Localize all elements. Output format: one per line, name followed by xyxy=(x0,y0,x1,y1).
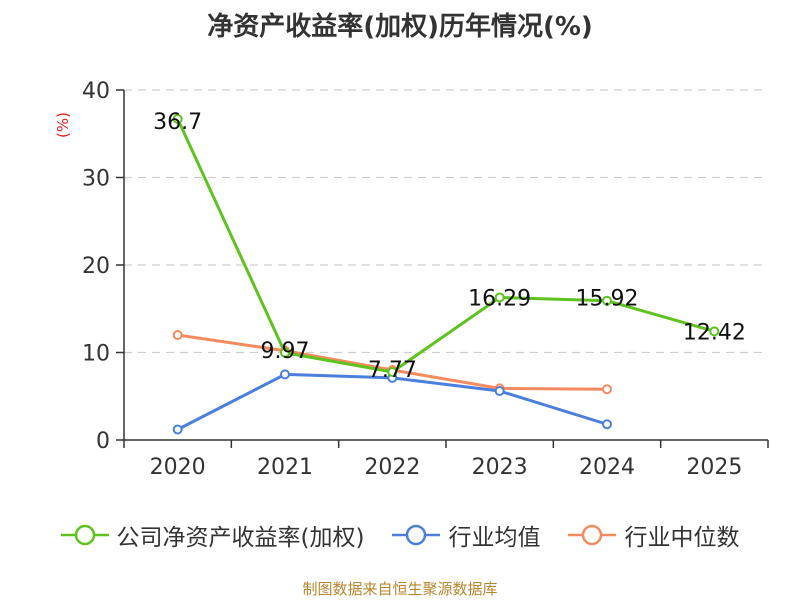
data-label-2023: 16.29 xyxy=(468,286,531,311)
chart-title: 净资产收益率(加权)历年情况(%) xyxy=(207,12,593,42)
grid-layer xyxy=(124,89,768,354)
series-1-point-2023 xyxy=(494,386,505,396)
series-0-point-2021 xyxy=(280,347,290,358)
y-tick-label-10: 10 xyxy=(82,342,110,367)
x-tick-label-2024: 2024 xyxy=(579,455,635,480)
y-tick-label-0: 0 xyxy=(96,429,110,454)
x-tick-label-2025: 2025 xyxy=(686,455,742,480)
legend-industry-median-icon xyxy=(568,524,617,546)
series-0-point-2023 xyxy=(494,292,505,303)
data-label-layer: 36.7 9.97 7.77 16.29 15.92 12.42 xyxy=(153,110,746,383)
x-tick-label-2020: 2020 xyxy=(150,455,206,480)
series-0-point-2022 xyxy=(387,367,398,378)
series-0-point-2020 xyxy=(172,113,183,124)
x-tick-label-2023: 2023 xyxy=(472,455,528,480)
series-1-point-2021 xyxy=(280,369,290,380)
series-layer xyxy=(172,113,720,435)
legend-industry-average-label: 行业均值 xyxy=(448,525,541,551)
legend-company-icon xyxy=(60,524,109,546)
legend-item-company[interactable]: 公司净资产收益率(加权) xyxy=(60,518,365,552)
y-tick-label-40: 40 xyxy=(82,79,110,104)
legend-item-industry-average[interactable]: 行业均值 xyxy=(392,518,540,552)
data-label-2021: 9.97 xyxy=(261,339,310,364)
legend-industry-median-label: 行业中位数 xyxy=(624,525,740,551)
x-tick-label-2021: 2021 xyxy=(257,455,313,480)
source-note: 制图数据来自恒生聚源数据库 xyxy=(302,580,498,598)
series-line-0 xyxy=(176,118,715,374)
legend-industry-average-icon xyxy=(392,524,441,546)
y-tick-label-30: 30 xyxy=(82,167,110,192)
data-label-2020: 36.7 xyxy=(153,110,202,135)
x-tick-label-2022: 2022 xyxy=(364,455,420,480)
series-0-point-2024 xyxy=(602,295,612,306)
y-axis-label: (%) xyxy=(54,112,72,138)
series-0-point-2025 xyxy=(709,326,720,337)
series-2-point-2020 xyxy=(172,330,183,340)
series-2-point-2024 xyxy=(602,384,612,395)
data-label-2024: 15.92 xyxy=(576,287,639,312)
y-tick-label-20: 20 xyxy=(82,254,110,279)
data-label-2025: 12.42 xyxy=(683,320,746,345)
series-1-point-2024 xyxy=(602,419,612,430)
legend: 公司净资产收益率(加权) 行业均值 行业中位数 xyxy=(0,518,800,552)
axis-layer: 0 10 20 30 40 (%) 2020 2021 2022 2023 2024 2025 xyxy=(54,79,769,480)
series-1-point-2020 xyxy=(172,424,183,435)
legend-company-label: 公司净资产收益率(加权) xyxy=(116,525,365,551)
legend-item-industry-median[interactable]: 行业中位数 xyxy=(568,518,739,552)
data-label-2022: 7.77 xyxy=(368,358,417,383)
